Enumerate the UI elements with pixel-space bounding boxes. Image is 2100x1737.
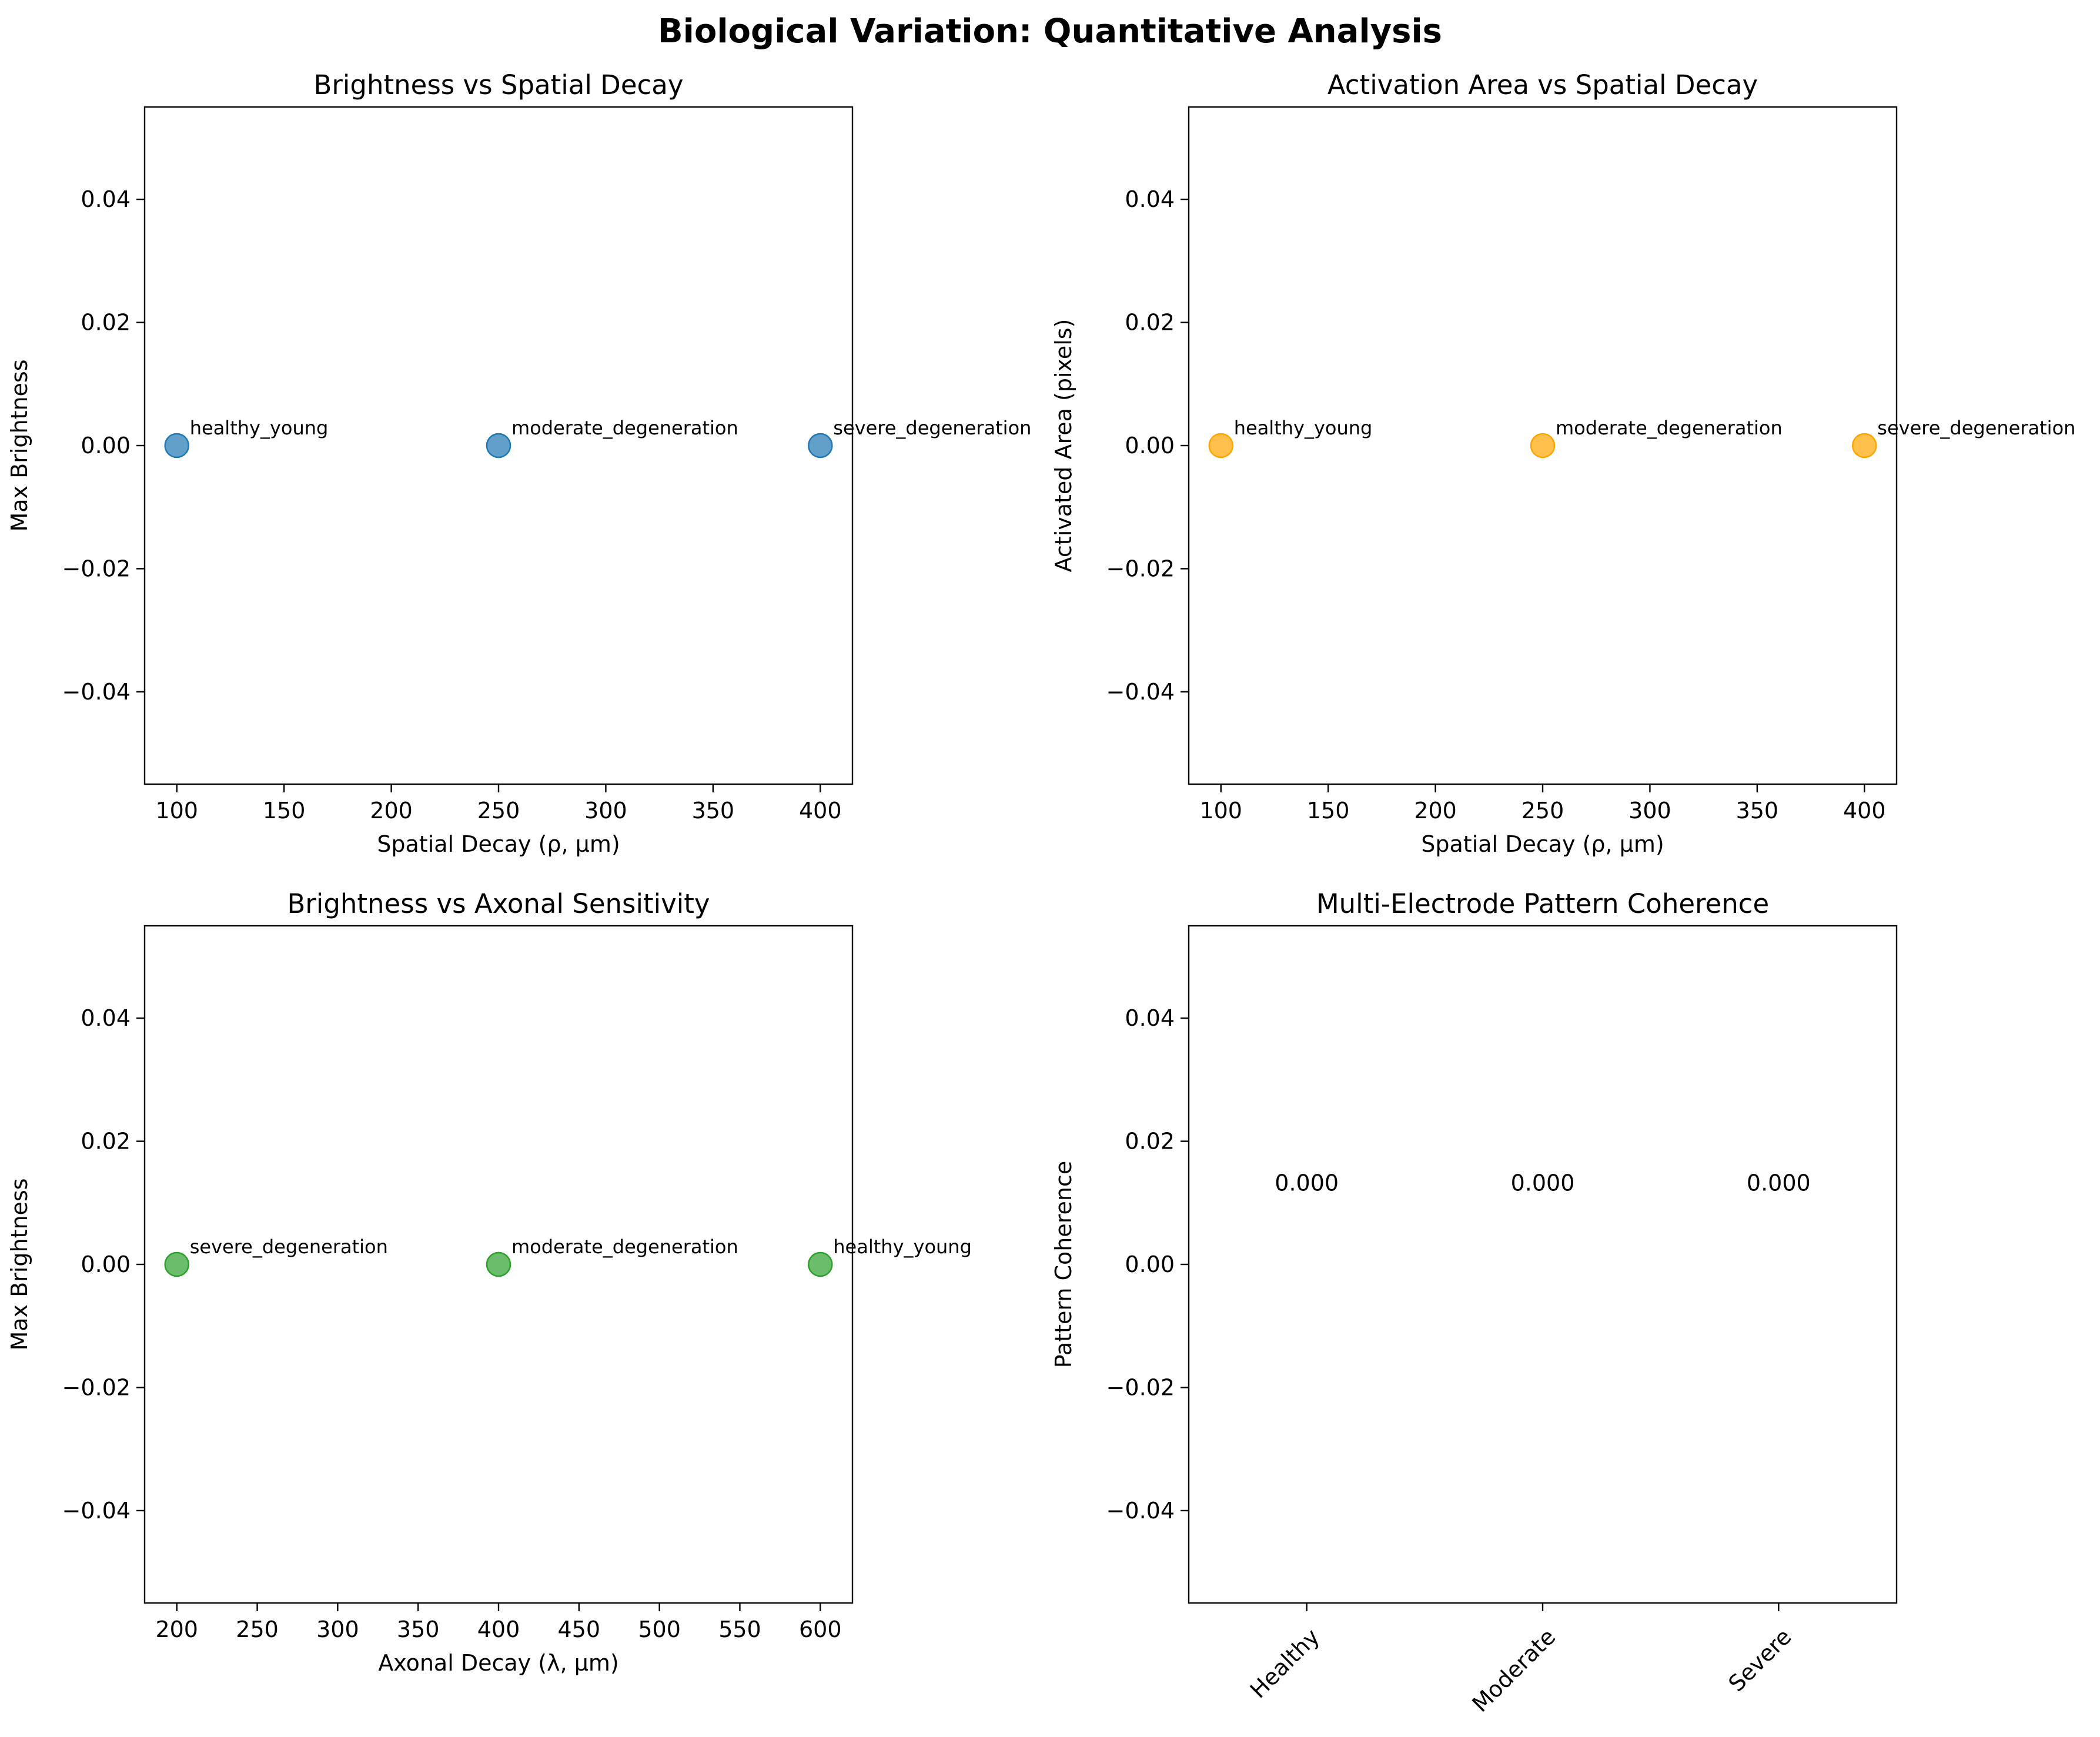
data-point — [486, 1251, 511, 1277]
y-tick-label: 0.02 — [1125, 1129, 1175, 1154]
x-tick-label: Severe — [1724, 1624, 1797, 1696]
y-axis-label: Max Brightness — [6, 359, 32, 531]
x-tick-label: 100 — [155, 798, 198, 824]
y-tick-label: −0.04 — [1106, 1498, 1175, 1524]
x-tick-label: 350 — [692, 798, 735, 824]
subplot-title: Multi-Electrode Pattern Coherence — [1316, 888, 1769, 919]
x-tick-label: 250 — [236, 1616, 279, 1642]
x-tick-label: 350 — [1736, 798, 1779, 824]
y-tick-label: 0.02 — [81, 310, 131, 336]
x-tick-label: 200 — [1414, 798, 1457, 824]
y-tick-label: −0.04 — [62, 1498, 131, 1524]
subplot-title: Brightness vs Spatial Decay — [314, 69, 684, 101]
x-tick-label: 400 — [1843, 798, 1886, 824]
bar-value-label: 0.000 — [1275, 1170, 1339, 1196]
point-annotation: severe_degeneration — [1877, 417, 2075, 439]
y-tick-label: 0.04 — [1125, 1005, 1175, 1031]
y-tick-label: 0.02 — [1125, 310, 1175, 336]
figure-title: Biological Variation: Quantitative Analy… — [658, 12, 1442, 51]
y-tick-label: −0.02 — [1106, 555, 1175, 581]
point-annotation: moderate_degeneration — [511, 417, 738, 439]
y-tick-label: 0.00 — [81, 1251, 131, 1277]
y-tick-label: −0.02 — [62, 555, 131, 581]
bar-value-label: 0.000 — [1747, 1170, 1811, 1196]
axes-frame — [1188, 925, 1898, 1604]
subplot-1: Brightness vs Spatial Decay −0.04 −0.02 0.0… — [6, 69, 1031, 857]
y-tick-label: 0.00 — [1125, 433, 1175, 458]
x-tick-label: 250 — [477, 798, 520, 824]
y-tick-label: 0.04 — [1125, 186, 1175, 212]
point-annotation: healthy_young — [190, 417, 329, 439]
subplot-3: Brightness vs Axonal Sensitivity −0.04 −0.… — [6, 888, 972, 1676]
point-annotation: moderate_degeneration — [511, 1236, 738, 1258]
subplot-title: Brightness vs Axonal Sensitivity — [287, 888, 710, 919]
x-tick-label: Moderate — [1467, 1624, 1560, 1717]
y-tick-label: 0.00 — [81, 433, 131, 458]
x-tick-label: 300 — [316, 1616, 359, 1642]
y-tick-label: 0.00 — [1125, 1251, 1175, 1277]
x-axis-label: Axonal Decay (λ, µm) — [378, 1650, 618, 1676]
x-tick-label: 400 — [799, 798, 842, 824]
y-tick-label: −0.02 — [1106, 1374, 1175, 1400]
y-tick-label: −0.04 — [62, 679, 131, 705]
x-tick-label: 150 — [263, 798, 306, 824]
y-axis-label: Max Brightness — [6, 1178, 32, 1350]
subplots: Brightness vs Spatial Decay −0.04 −0.02 0.0… — [6, 69, 2075, 1717]
point-annotation: severe_degeneration — [190, 1236, 388, 1258]
x-tick-label: 300 — [584, 798, 627, 824]
point-annotation: severe_degeneration — [833, 417, 1031, 439]
x-tick-label: 450 — [558, 1616, 601, 1642]
x-tick-label: 600 — [799, 1616, 842, 1642]
data-point — [808, 433, 833, 458]
x-tick-label: 200 — [155, 1616, 198, 1642]
x-tick-label: 550 — [718, 1616, 761, 1642]
data-point — [808, 1251, 833, 1277]
x-tick-label: 100 — [1199, 798, 1242, 824]
data-point — [164, 1251, 189, 1277]
point-annotation: moderate_degeneration — [1556, 417, 1783, 439]
data-point — [1852, 433, 1877, 458]
point-annotation: healthy_young — [833, 1236, 972, 1258]
subplot-title: Activation Area vs Spatial Decay — [1327, 69, 1758, 101]
subplot-2: Activation Area vs Spatial Decay −0.04 −0.… — [1051, 69, 2075, 857]
x-tick-label: 400 — [477, 1616, 520, 1642]
x-tick-label: 350 — [397, 1616, 440, 1642]
subplot-4: Multi-Electrode Pattern Coherence −0.04 −0… — [1051, 888, 1898, 1717]
point-annotation: healthy_young — [1234, 417, 1373, 439]
y-tick-label: 0.04 — [81, 186, 131, 212]
y-tick-label: 0.02 — [81, 1129, 131, 1154]
data-point — [164, 433, 189, 458]
x-tick-label: 300 — [1628, 798, 1671, 824]
data-point — [1530, 433, 1556, 458]
y-tick-label: 0.04 — [81, 1005, 131, 1031]
x-tick-label: 150 — [1307, 798, 1350, 824]
x-axis-label: Spatial Decay (ρ, µm) — [377, 831, 620, 857]
x-tick-label: 500 — [638, 1616, 681, 1642]
x-tick-label: Healthy — [1245, 1624, 1325, 1703]
y-axis-label: Pattern Coherence — [1051, 1161, 1076, 1368]
y-tick-label: −0.04 — [1106, 679, 1175, 705]
x-tick-label: 250 — [1522, 798, 1564, 824]
bar-value-label: 0.000 — [1511, 1170, 1575, 1196]
x-tick-label: 200 — [370, 798, 413, 824]
data-point — [1208, 433, 1233, 458]
x-axis-label: Spatial Decay (ρ, µm) — [1421, 831, 1664, 857]
data-point — [486, 433, 511, 458]
y-axis-label: Activated Area (pixels) — [1051, 319, 1076, 573]
y-tick-label: −0.02 — [62, 1374, 131, 1400]
